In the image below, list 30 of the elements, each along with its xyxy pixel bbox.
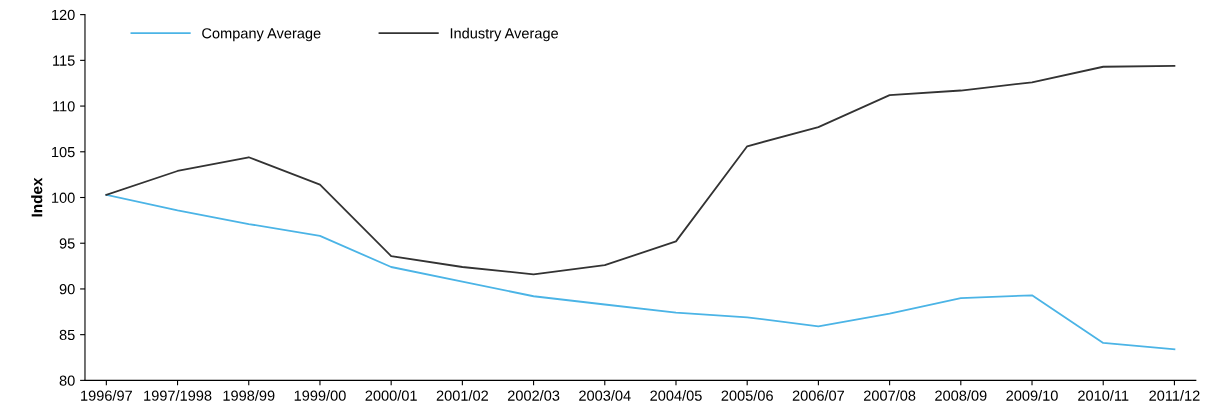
x-tick-label: 2009/10 — [1006, 390, 1058, 401]
x-tick-label: 2005/06 — [721, 390, 773, 401]
x-tick-label: 2001/02 — [436, 390, 488, 401]
y-tick-label: 90 — [59, 284, 75, 295]
y-tick-label: 80 — [59, 375, 75, 386]
x-tick-label: 2000/01 — [365, 390, 417, 401]
x-tick-label: 1997/1998 — [144, 390, 212, 401]
x-tick-label: 2002/03 — [507, 390, 560, 401]
y-tick-label: 105 — [52, 146, 75, 158]
y-axis-title: Index — [31, 177, 43, 217]
y-tick-label: 110 — [53, 101, 75, 112]
x-tick-label: 2006/07 — [792, 390, 845, 401]
x-tick-label: 2008/09 — [935, 390, 987, 401]
x-tick-label: 1998/99 — [223, 390, 275, 401]
x-tick-label: 2004/05 — [650, 390, 702, 401]
x-tick-label: 2011/12 — [1149, 390, 1200, 401]
y-tick-label: 100 — [52, 192, 75, 203]
y-tick-label: 95 — [59, 238, 75, 249]
x-tick-label: 2003/04 — [579, 390, 631, 401]
x-tick-label: 1996/97 — [81, 390, 132, 401]
y-tick-label: 85 — [59, 329, 75, 341]
legend-label: Industry Average — [450, 27, 559, 42]
legend-label: Company Average — [202, 28, 321, 42]
y-tick-label: 115 — [53, 55, 75, 66]
y-tick-label: 120 — [52, 9, 75, 21]
line-series — [105, 193, 1176, 351]
x-tick-label: 1999/00 — [294, 390, 346, 401]
line-series — [105, 64, 1176, 276]
x-tick-label: 2007/08 — [863, 390, 916, 401]
x-tick-label: 2010/11 — [1078, 390, 1129, 401]
